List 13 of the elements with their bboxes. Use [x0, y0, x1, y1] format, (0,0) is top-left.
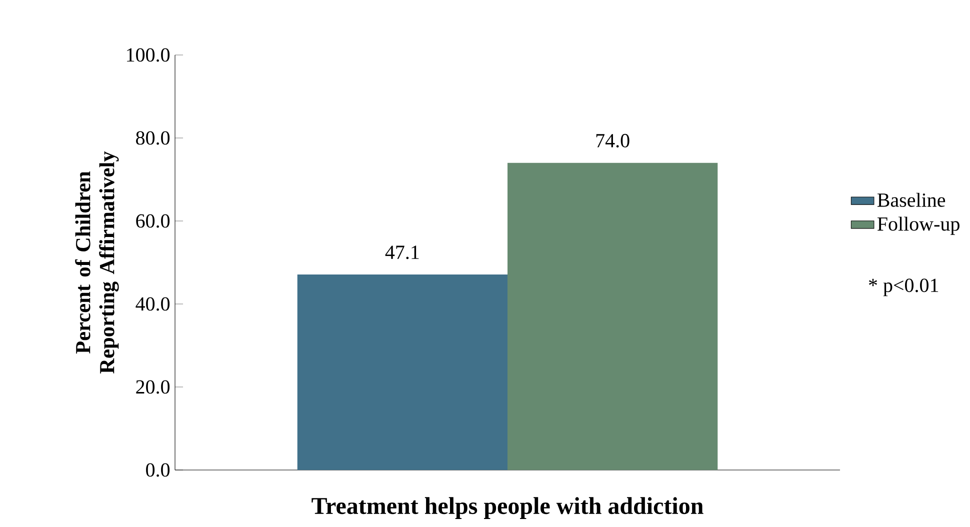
legend-label: Follow-up — [877, 216, 960, 235]
y-tick-label: 40.0 — [136, 297, 170, 311]
text: * p<0.01 — [868, 278, 938, 296]
y-tick-label: 20.0 — [136, 380, 170, 394]
x-axis-title: Treatment helps people with addiction — [312, 497, 704, 519]
y-tick-label: 0.0 — [146, 463, 170, 477]
y-tick-label: 60.0 — [136, 214, 170, 228]
y-tick-label: 100.0 — [127, 48, 170, 62]
data-label: 47.1 — [385, 246, 419, 260]
y-axis-title: Percent of Children Reporting Affirmatively — [75, 151, 119, 374]
legend-label: Baseline — [877, 192, 946, 207]
y-tick-label: 80.0 — [136, 131, 170, 145]
data-label: 74.0 — [596, 134, 630, 148]
